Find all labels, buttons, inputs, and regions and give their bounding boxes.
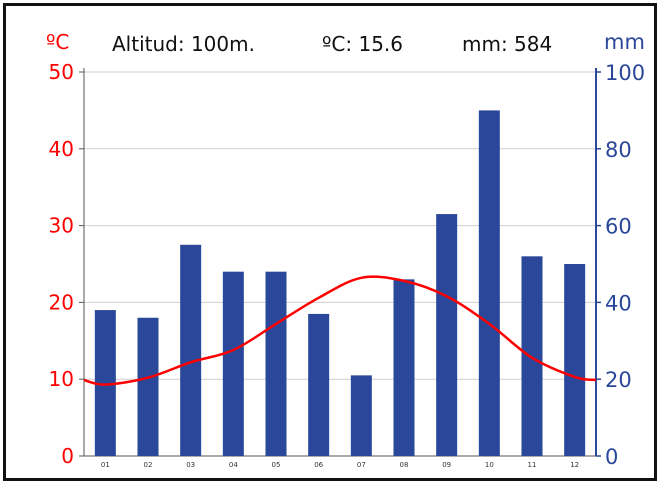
x-tick-label: 03 [186,461,195,469]
x-tick-label: 10 [485,461,494,469]
x-tick-label: 07 [357,461,366,469]
right-axis-tick-label: 0 [605,445,618,469]
precipitation-bar [265,271,287,456]
mean-temperature-label: ºC: 15.6 [322,32,404,56]
left-axis-tick-label: 10 [49,367,74,391]
x-tick-label: 06 [314,461,323,469]
precipitation-bar [350,375,372,456]
x-tick-label: 05 [272,461,281,469]
precipitation-bar [564,264,586,456]
x-tick-label: 09 [442,461,451,469]
x-tick-label: 04 [229,461,238,469]
right-axis-tick-label: 100 [605,61,645,85]
precipitation-bar [94,310,116,456]
left-axis-tick-label: 30 [49,214,74,238]
right-axis-tick-label: 60 [605,215,632,239]
precipitation-bar [308,313,330,456]
x-tick-label: 08 [400,461,409,469]
left-axis-tick-label: 20 [49,290,74,314]
altitude-label: Altitud: 100m. [112,32,255,56]
precipitation-bar [436,214,458,456]
right-axis-tick-label: 40 [605,291,632,315]
left-axis-tick-label: 40 [49,137,74,161]
left-axis-tick-label: 0 [61,444,74,468]
right-axis-tick-label: 80 [605,138,632,162]
x-tick-label: 11 [528,461,537,469]
x-tick-label: 01 [101,461,110,469]
left-axis-tick-label: 50 [49,60,74,84]
precipitation-bar [222,271,244,456]
x-tick-label: 12 [570,461,579,469]
right-axis-tick-label: 20 [605,368,632,392]
precipitation-bar [180,244,202,456]
precipitation-bar [521,256,543,456]
left-axis-unit: ºC [46,30,70,54]
right-axis-unit: mm [604,30,645,54]
temperature-line [83,275,597,386]
precipitation-bar [478,110,500,457]
total-precipitation-label: mm: 584 [462,32,553,56]
x-tick-label: 02 [144,461,153,469]
precipitation-bar [137,317,159,456]
precipitation-bar [393,279,415,456]
